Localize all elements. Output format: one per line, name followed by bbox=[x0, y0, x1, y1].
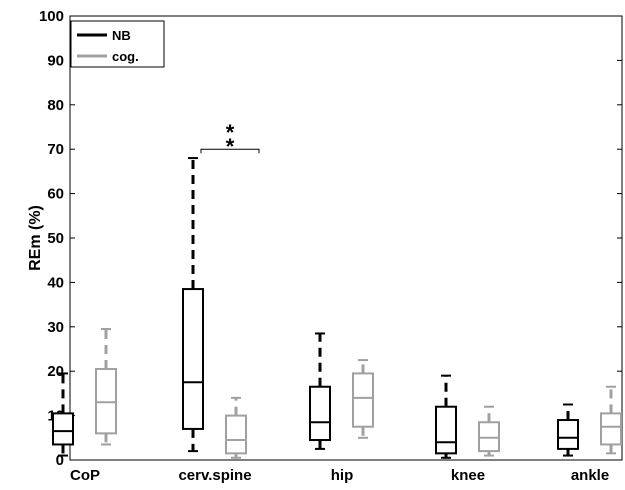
y-axis-title: REm (%) bbox=[27, 205, 44, 271]
box-iqr bbox=[600, 412, 622, 446]
y-tick-label: 80 bbox=[47, 97, 64, 114]
box-iqr bbox=[557, 419, 579, 450]
y-tick-label: 30 bbox=[47, 319, 64, 336]
box-iqr bbox=[182, 288, 204, 430]
box-iqr bbox=[435, 405, 457, 455]
y-tick-label: 40 bbox=[47, 274, 64, 291]
box-series bbox=[52, 157, 622, 459]
box-cog-1 bbox=[225, 396, 247, 459]
y-tick-label: 0 bbox=[56, 452, 64, 469]
box-iqr bbox=[309, 385, 331, 442]
box-nb-2 bbox=[309, 332, 331, 450]
significance-annotation: ** bbox=[200, 120, 260, 159]
box-nb-3 bbox=[435, 374, 457, 459]
y-axis: 0102030405060708090100 bbox=[39, 8, 622, 469]
x-tick-label: CoP bbox=[70, 467, 100, 484]
x-tick-label: cerv.spine bbox=[178, 467, 251, 484]
legend: NB cog. bbox=[70, 20, 165, 68]
box-iqr bbox=[478, 421, 500, 453]
box-iqr bbox=[225, 414, 247, 455]
box-cog-3 bbox=[478, 405, 500, 457]
plot-frame bbox=[69, 15, 623, 461]
y-tick-label: 20 bbox=[47, 363, 64, 380]
legend-box bbox=[70, 20, 165, 68]
box-cog-4 bbox=[600, 385, 622, 455]
box-iqr bbox=[52, 412, 74, 446]
y-tick-label: 100 bbox=[39, 8, 64, 25]
significance-star: * bbox=[226, 134, 235, 159]
legend-label-nb: NB bbox=[112, 28, 131, 43]
significance-star: * bbox=[226, 120, 235, 145]
x-tick-label: ankle bbox=[571, 467, 609, 484]
box-nb-4 bbox=[557, 403, 579, 457]
box-cog-2 bbox=[352, 359, 374, 439]
x-axis: CoP cerv.spine hip knee ankle bbox=[70, 467, 609, 484]
x-tick-label: hip bbox=[331, 467, 354, 484]
plot-area bbox=[69, 15, 623, 461]
x-tick-label: knee bbox=[451, 467, 485, 484]
legend-label-cog: cog. bbox=[112, 49, 139, 64]
y-tick-label: 90 bbox=[47, 52, 64, 69]
y-tick-label: 60 bbox=[47, 186, 64, 203]
box-iqr bbox=[95, 367, 117, 435]
box-nb-1 bbox=[182, 157, 204, 453]
box-cog-0 bbox=[95, 328, 117, 446]
box-nb-0 bbox=[52, 372, 74, 457]
significance-bracket bbox=[200, 148, 260, 154]
box-iqr bbox=[352, 372, 374, 428]
y-tick-label: 50 bbox=[47, 230, 64, 247]
y-tick-label: 70 bbox=[47, 141, 64, 158]
